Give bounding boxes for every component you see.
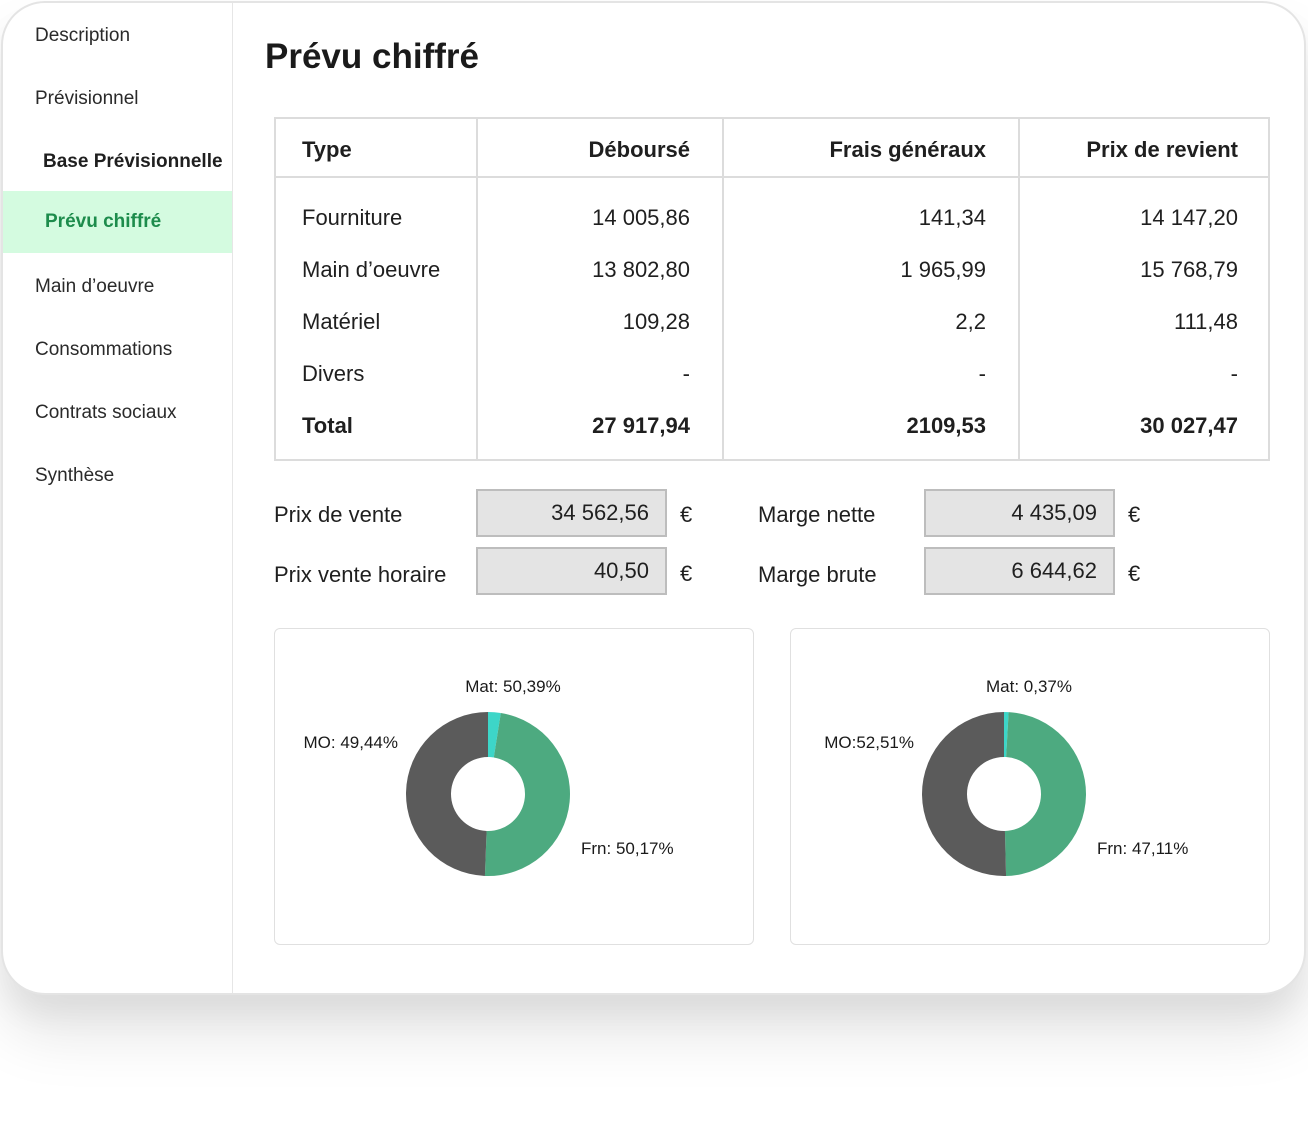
slice-label-mo: MO: 49,44% [304, 733, 399, 752]
donut-chart: Mat: 0,37% Frn: 47,11% MO:52,51% [824, 677, 1188, 876]
main-content: Prévu chiffré Type Déboursé Frais généra… [234, 3, 1304, 993]
slice-frn [1004, 712, 1086, 876]
prix-vente-horaire-field[interactable]: 40,50 [476, 547, 667, 595]
sidebar-item-base-previsionnelle[interactable]: Base Prévisionnelle [43, 151, 223, 172]
marge-brute-currency: € [1128, 561, 1141, 586]
table-total-label: Total [302, 413, 353, 438]
sidebar-item-main-doeuvre[interactable]: Main d’oeuvre [35, 276, 155, 297]
table-total-frais: 2109,53 [906, 413, 986, 438]
table-total-prix-revient: 30 027,47 [1140, 413, 1238, 438]
header-divider [276, 176, 1268, 178]
table-cell-type: Main d’oeuvre [302, 257, 441, 282]
slice-mo [921, 712, 1007, 876]
slice-frn [484, 713, 570, 876]
marge-nette-currency: € [1128, 502, 1141, 527]
slice-mat [1004, 712, 1009, 758]
app-window: Description Prévisionnel Base Prévisionn… [1, 1, 1306, 995]
slice-label-frn: Frn: 47,11% [1097, 839, 1188, 858]
sidebar-item-synthese[interactable]: Synthèse [35, 465, 115, 486]
slice-label-frn: Frn: 50,17% [581, 839, 674, 858]
column-divider [1018, 119, 1020, 459]
donut-chart: Mat: 50,39% Frn: 50,17% MO: 49,44% [304, 677, 674, 876]
sidebar-item-contrats-sociaux[interactable]: Contrats sociaux [35, 402, 177, 423]
marge-brute-label: Marge brute [758, 562, 877, 587]
table-cell-type: Fourniture [302, 205, 403, 230]
column-divider [476, 119, 478, 459]
table-cell-prix-revient: 15 768,79 [1140, 257, 1238, 282]
header-prix-de-revient: Prix de revient [1086, 137, 1238, 162]
table-cell-frais: - [978, 361, 986, 386]
table-cell-type: Matériel [302, 309, 381, 334]
table-cell-prix-revient: 14 147,20 [1140, 205, 1238, 230]
column-divider [722, 119, 724, 459]
sidebar-item-consommations[interactable]: Consommations [35, 339, 173, 360]
sidebar-item-description[interactable]: Description [35, 25, 131, 46]
table-cell-prix-revient: - [1230, 361, 1238, 386]
table-cell-prix-revient: 111,48 [1173, 309, 1238, 334]
header-frais-generaux: Frais généraux [829, 137, 986, 162]
page-title: Prévu chiffré [265, 37, 479, 76]
table-cell-debourse: 13 802,80 [592, 257, 690, 282]
table-cell-frais: 1 965,99 [900, 257, 986, 282]
prix-vente-horaire-label: Prix vente horaire [274, 562, 447, 587]
slice-label-mat: Mat: 0,37% [986, 677, 1072, 696]
prix-vente-label: Prix de vente [274, 502, 403, 527]
table-cell-frais: 141,34 [918, 205, 986, 230]
prix-vente-horaire-currency: € [680, 561, 693, 586]
chart-card-prix-revient: Mat: 0,37% Frn: 47,11% MO:52,51% [790, 628, 1270, 945]
cost-table: Type Déboursé Frais généraux Prix de rev… [274, 117, 1270, 461]
sidebar-item-prevu-chiffre[interactable]: Prévu chiffré [3, 191, 232, 253]
table-cell-frais: 2,2 [955, 309, 986, 334]
marge-brute-field[interactable]: 6 644,62 [924, 547, 1115, 595]
slice-mo [405, 712, 488, 876]
table-cell-debourse: 109,28 [622, 309, 690, 334]
sidebar-item-previsionnel[interactable]: Prévisionnel [35, 88, 139, 109]
chart-card-debourse: Mat: 50,39% Frn: 50,17% MO: 49,44% [274, 628, 754, 945]
table-cell-debourse: 14 005,86 [592, 205, 690, 230]
slice-label-mat: Mat: 50,39% [465, 677, 560, 696]
header-type: Type [302, 137, 352, 162]
table-cell-type: Divers [302, 361, 365, 386]
header-debourse: Déboursé [588, 137, 690, 162]
slice-mat [488, 712, 501, 758]
marge-nette-label: Marge nette [758, 502, 876, 527]
prix-vente-currency: € [680, 502, 693, 527]
sidebar: Description Prévisionnel Base Prévisionn… [3, 3, 233, 993]
table-total-debourse: 27 917,94 [592, 413, 690, 438]
marge-nette-field[interactable]: 4 435,09 [924, 489, 1115, 537]
table-cell-debourse: - [682, 361, 690, 386]
slice-label-mo: MO:52,51% [824, 733, 914, 752]
prix-vente-field[interactable]: 34 562,56 [476, 489, 667, 537]
